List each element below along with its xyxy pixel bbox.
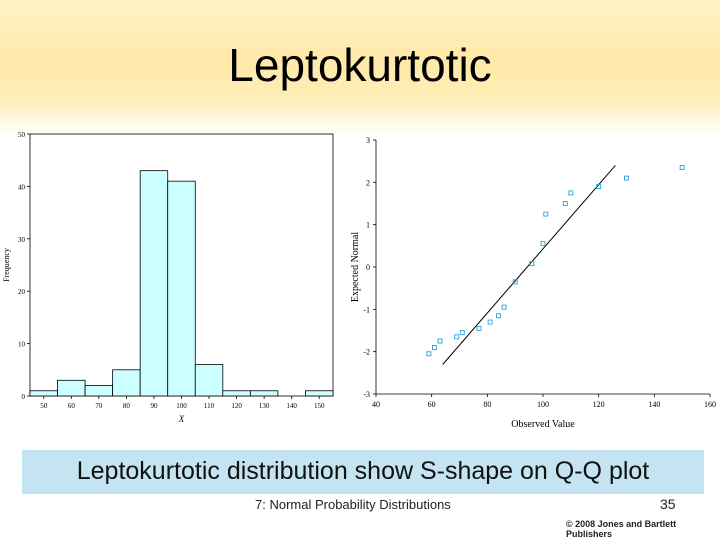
qq-reference-line xyxy=(442,165,616,365)
qq-point xyxy=(437,338,443,344)
qq-point xyxy=(679,165,685,170)
histogram-bar xyxy=(167,180,196,397)
qq-x-tick-label: 100 xyxy=(537,400,549,409)
qq-point xyxy=(501,304,507,310)
caption-text: Leptokurtotic distribution show S-shape … xyxy=(76,457,650,485)
histogram-x-tick-label: 110 xyxy=(204,402,215,410)
histogram-x-tick-label: 100 xyxy=(176,402,187,410)
qq-plot-chart: -3 -2 -1 0 1 2 3 40 60 80 100 120 140 160 Observed Val… xyxy=(350,136,716,430)
histogram-bar xyxy=(84,385,114,397)
qq-plot-panel: -3 -2 -1 0 1 2 3 40 60 80 100 120 140 160 Observed Val… xyxy=(343,128,720,440)
qq-y-tick-label: 0 xyxy=(366,263,370,272)
qq-point xyxy=(487,319,493,325)
qq-y-axis-label: Expected Normal xyxy=(350,232,361,302)
histogram-bar xyxy=(139,170,169,397)
qq-y-tick-label: -3 xyxy=(363,390,370,399)
qq-point xyxy=(512,279,518,285)
histogram-x-tick-label: 140 xyxy=(286,402,297,410)
qq-point xyxy=(562,201,568,206)
footer-text: 7: Normal Probability Distributions xyxy=(255,497,451,512)
qq-x-tick-label: 140 xyxy=(648,400,660,409)
slide-title: Leptokurtotic xyxy=(228,39,492,91)
qq-point xyxy=(624,175,629,181)
qq-point xyxy=(476,325,482,331)
qq-point xyxy=(459,330,465,336)
histogram-bar xyxy=(222,390,251,397)
qq-x-tick-label: 120 xyxy=(593,400,605,409)
qq-y-tick-label: 3 xyxy=(366,136,370,145)
qq-x-tick-label: 160 xyxy=(704,400,716,409)
copyright-notice: © 2008 Jones and Bartlett Publishers xyxy=(566,519,677,539)
qq-point xyxy=(596,184,602,190)
qq-x-tick-label: 80 xyxy=(483,400,491,409)
histogram-bar xyxy=(249,390,279,397)
qq-y-tick-label: 1 xyxy=(366,221,370,230)
histogram-bar xyxy=(112,369,141,397)
histogram-x-tick-label: 60 xyxy=(68,402,76,410)
qq-point xyxy=(540,241,546,247)
histogram-x-tick-label: 70 xyxy=(95,402,103,410)
histogram-bar xyxy=(57,379,86,397)
qq-point xyxy=(454,334,460,340)
caption-box: Leptokurtotic distribution show S-shape … xyxy=(22,450,704,494)
histogram-x-tick-label: 150 xyxy=(314,402,325,410)
qq-point xyxy=(431,344,437,350)
histogram-bar xyxy=(305,390,334,397)
histogram-x-axis-label: X xyxy=(178,414,185,424)
histogram-y-tick-label: 20 xyxy=(18,288,26,296)
page-number: 35 xyxy=(660,496,676,512)
histogram-chart: 0 10 20 30 40 50 50 60 70 80 90 100 110 120 130 140 150 X… xyxy=(2,131,334,424)
qq-point xyxy=(426,351,432,357)
qq-y-tick-label: -1 xyxy=(363,305,370,314)
qq-y-tick-label: -2 xyxy=(363,348,370,357)
title-banner xyxy=(0,0,720,135)
histogram-x-tick-label: 130 xyxy=(259,402,270,410)
histogram-bar xyxy=(29,390,58,397)
histogram-y-tick-label: 0 xyxy=(22,393,26,401)
qq-y-tick-label: 2 xyxy=(366,178,370,187)
histogram-panel: 0 10 20 30 40 50 50 60 70 80 90 100 110 120 130 140 150 X… xyxy=(0,128,340,428)
qq-point xyxy=(496,313,501,319)
histogram-y-tick-label: 10 xyxy=(18,341,26,349)
qq-point xyxy=(543,211,549,217)
histogram-x-tick-label: 80 xyxy=(123,402,131,410)
histogram-y-tick-label: 50 xyxy=(18,131,26,139)
qq-x-tick-label: 60 xyxy=(428,400,436,409)
histogram-y-tick-label: 30 xyxy=(18,236,26,244)
histogram-x-tick-label: 90 xyxy=(150,402,158,410)
qq-point xyxy=(529,261,535,267)
qq-x-axis-label: Observed Value xyxy=(511,419,575,430)
histogram-x-tick-label: 50 xyxy=(40,402,48,410)
qq-x-tick-label: 40 xyxy=(372,400,380,409)
histogram-bar xyxy=(194,364,224,397)
qq-point xyxy=(568,190,574,196)
histogram-y-axis-label: Frequency xyxy=(2,248,11,282)
histogram-y-tick-label: 40 xyxy=(18,183,26,191)
histogram-x-tick-label: 120 xyxy=(231,402,242,410)
